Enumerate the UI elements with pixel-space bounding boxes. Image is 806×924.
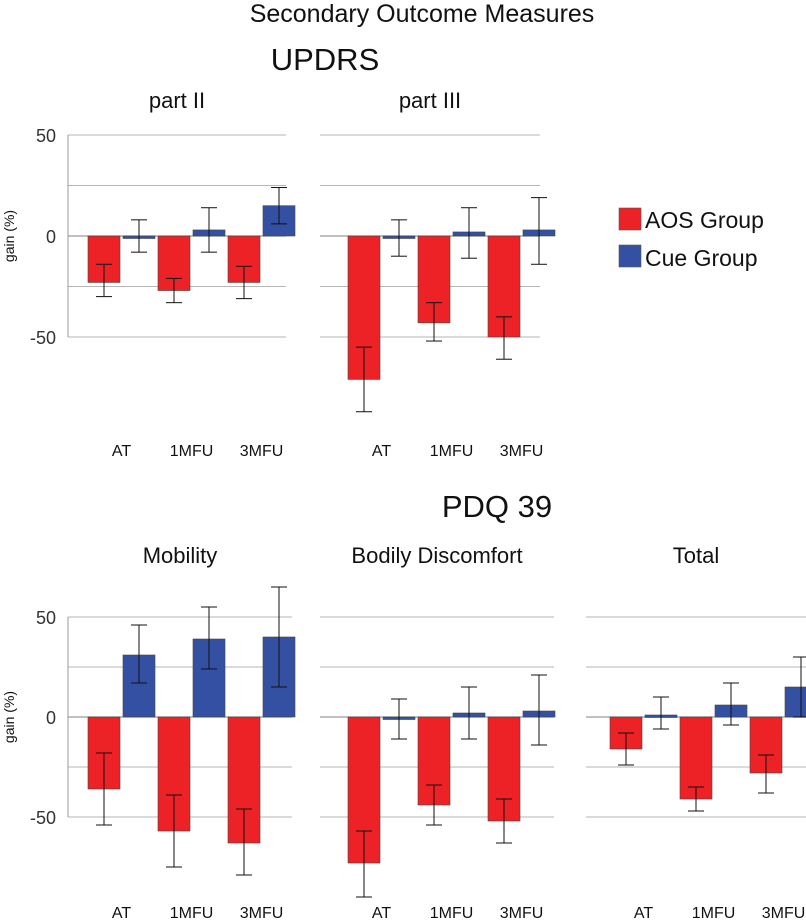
bar-aos-1mfu — [679, 716, 713, 800]
y-axis-label: gain (%) — [1, 210, 17, 262]
panel-title: Total — [673, 543, 719, 568]
category-label: AT — [112, 905, 131, 922]
category-label: 1MFU — [170, 443, 214, 460]
section-title-updrs: UPDRS — [271, 42, 380, 77]
panel-0-1: part III AT 1MFU 3MFU — [320, 88, 556, 460]
chart-panels: 50 0 -50 gain (%) part II AT 1MFU 3MFU part III A… — [1, 88, 806, 922]
legend-label-aos: AOS Group — [645, 207, 764, 233]
y-tick-label: 0 — [46, 708, 56, 728]
category-label: AT — [372, 905, 391, 922]
category-label: 1MFU — [170, 905, 214, 922]
panel-1-0: 50 0 -50 gain (%) Mobility AT 1MFU 3MFU — [1, 543, 296, 922]
panel-title: Mobility — [143, 543, 218, 568]
y-tick-label: 0 — [46, 227, 56, 247]
bar-cue-3mfu — [784, 686, 806, 718]
category-label: 3MFU — [762, 905, 806, 922]
y-tick-label: 50 — [36, 608, 56, 628]
panel-title: part II — [149, 88, 205, 113]
y-tick-label: 50 — [36, 126, 56, 146]
category-label: 3MFU — [500, 443, 544, 460]
category-label: 1MFU — [430, 443, 474, 460]
legend-swatch-cue — [618, 244, 642, 268]
panel-1-1: Bodily Discomfort AT 1MFU 3MFU — [320, 543, 556, 922]
panel-title: part III — [399, 88, 461, 113]
y-tick-label: -50 — [30, 328, 56, 348]
legend-swatch-aos — [618, 207, 642, 231]
y-tick-label: -50 — [30, 808, 56, 828]
figure-title: Secondary Outcome Measures — [250, 0, 595, 28]
category-label: AT — [634, 905, 653, 922]
panel-1-2: Total AT 1MFU 3MFU — [586, 543, 806, 922]
category-label: 3MFU — [500, 905, 544, 922]
category-label: AT — [112, 443, 131, 460]
category-label: 1MFU — [430, 905, 474, 922]
category-label: AT — [372, 443, 391, 460]
category-label: 3MFU — [240, 443, 284, 460]
panel-title: Bodily Discomfort — [351, 543, 522, 568]
legend-label-cue: Cue Group — [645, 245, 758, 271]
legend: AOS Group Cue Group — [618, 207, 764, 271]
y-axis-label: gain (%) — [1, 691, 17, 743]
section-title-pdq39: PDQ 39 — [442, 489, 552, 524]
category-label: 1MFU — [692, 905, 736, 922]
panel-0-0: 50 0 -50 gain (%) part II AT 1MFU 3MFU — [1, 88, 296, 460]
category-label: 3MFU — [240, 905, 284, 922]
